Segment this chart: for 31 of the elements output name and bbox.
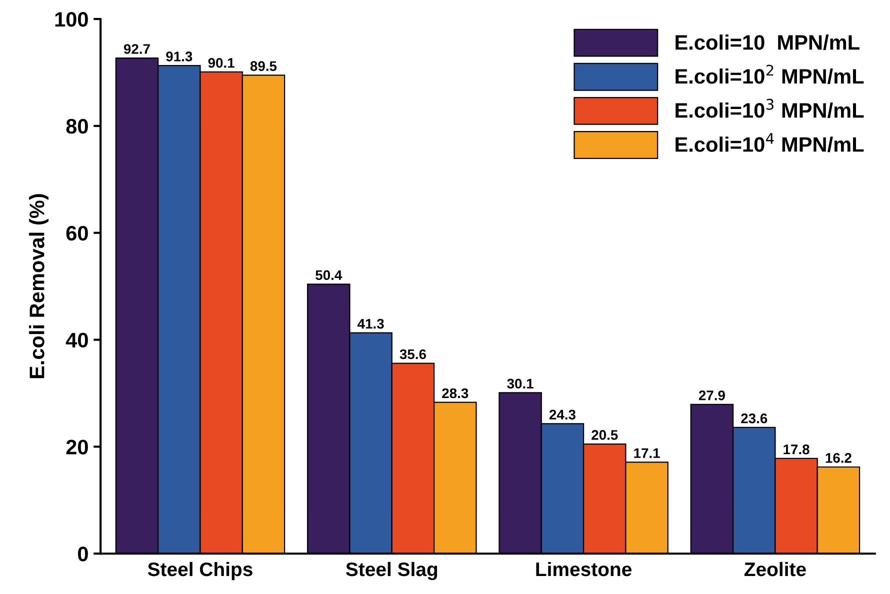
x-tick-label: Zeolite: [744, 562, 806, 576]
data-label: 50.4: [316, 270, 342, 280]
data-label: 16.2: [826, 453, 852, 463]
x-tick-label: Steel Slag: [346, 562, 438, 580]
y-tick-label: 80: [66, 118, 88, 134]
legend-label: E.coli=10 MPN/mL: [676, 34, 860, 50]
data-label: 23.6: [741, 413, 768, 424]
x-tick-label: Steel Chips: [148, 562, 252, 580]
data-label: 17.1: [634, 448, 660, 458]
data-label: 17.8: [784, 444, 810, 454]
legend-label: E.coli=10$^{3}$ MPN/mL: [676, 98, 864, 118]
legend-label: E.coli=10$^{2}$ MPN/mL: [676, 64, 864, 84]
data-label: 90.1: [208, 58, 234, 68]
y-tick-label: 60: [66, 226, 88, 241]
data-label: 24.3: [549, 410, 576, 420]
data-label: 35.6: [400, 349, 426, 360]
y-tick-label: 40: [66, 332, 88, 348]
data-label: 41.3: [358, 318, 384, 329]
data-label: 30.1: [507, 378, 534, 389]
x-tick-label: Limestone: [536, 562, 632, 576]
y-tick-label: 100: [55, 12, 88, 27]
data-label: 91.3: [166, 52, 192, 62]
data-label: 92.7: [124, 44, 150, 54]
data-label: 20.5: [592, 430, 618, 440]
data-label: 27.9: [698, 390, 725, 400]
y-tick-label: 0: [78, 546, 88, 562]
legend-label: E.coli=10$^{4}$ MPN/mL: [676, 133, 864, 152]
y-tick-label: 20: [66, 440, 88, 454]
data-label: 89.5: [250, 61, 277, 72]
y-axis-title: E.coli Removal (%): [29, 194, 48, 378]
data-label: 28.3: [442, 388, 468, 398]
